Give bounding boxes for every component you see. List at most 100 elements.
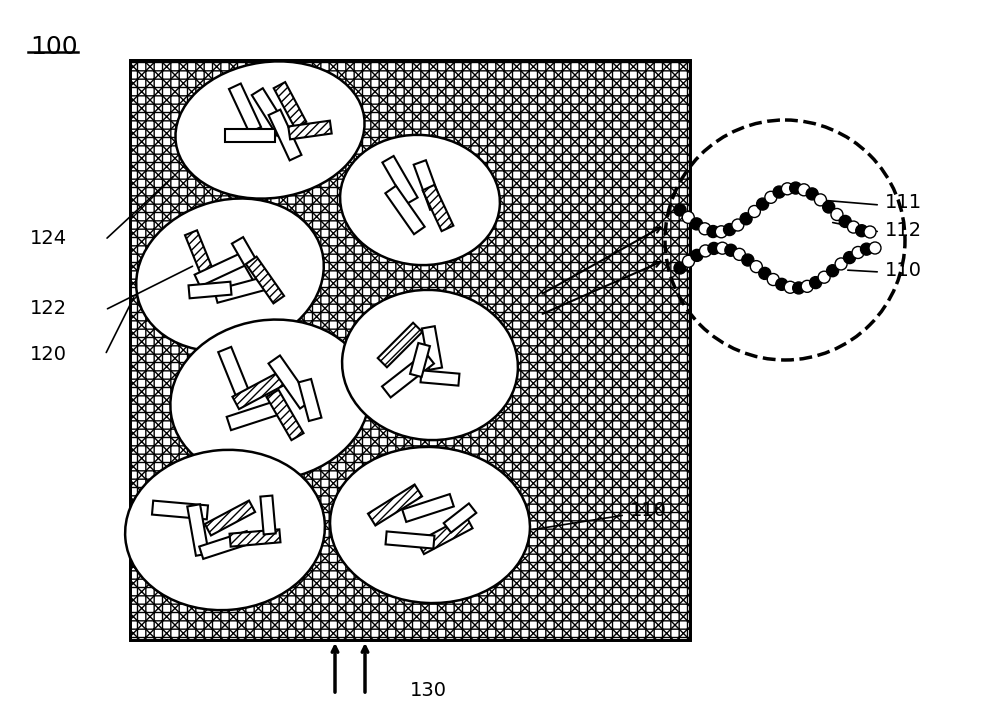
- Polygon shape: [252, 88, 288, 136]
- Polygon shape: [214, 277, 266, 303]
- Circle shape: [814, 194, 826, 206]
- Circle shape: [793, 282, 805, 294]
- Text: 110: 110: [885, 261, 922, 279]
- Polygon shape: [185, 230, 215, 279]
- Circle shape: [716, 243, 728, 254]
- Polygon shape: [187, 504, 209, 556]
- Ellipse shape: [340, 135, 500, 265]
- Circle shape: [864, 226, 876, 238]
- Circle shape: [827, 265, 839, 277]
- Bar: [130, 60, 690, 640]
- Polygon shape: [260, 495, 276, 534]
- Polygon shape: [269, 109, 301, 161]
- Circle shape: [748, 206, 760, 217]
- Polygon shape: [382, 156, 418, 204]
- Polygon shape: [199, 531, 251, 559]
- Circle shape: [733, 248, 745, 261]
- Circle shape: [750, 261, 762, 273]
- Circle shape: [801, 280, 813, 292]
- Circle shape: [707, 226, 719, 237]
- Circle shape: [784, 281, 796, 293]
- Circle shape: [691, 218, 703, 230]
- Polygon shape: [414, 160, 442, 210]
- Circle shape: [740, 213, 752, 224]
- Circle shape: [818, 272, 830, 283]
- Ellipse shape: [170, 319, 370, 481]
- Ellipse shape: [175, 62, 365, 198]
- Text: 120: 120: [30, 345, 67, 364]
- Circle shape: [674, 262, 686, 274]
- Polygon shape: [421, 371, 459, 386]
- Circle shape: [724, 224, 736, 235]
- Text: 100: 100: [30, 35, 78, 59]
- Circle shape: [732, 219, 744, 231]
- Circle shape: [773, 186, 785, 198]
- Circle shape: [725, 244, 737, 256]
- Text: 112: 112: [885, 221, 922, 240]
- Polygon shape: [417, 516, 473, 554]
- Text: 122: 122: [30, 298, 67, 318]
- Polygon shape: [288, 121, 332, 139]
- Circle shape: [757, 198, 769, 210]
- Text: 124: 124: [30, 229, 67, 248]
- Circle shape: [781, 183, 793, 195]
- Polygon shape: [385, 186, 425, 234]
- Circle shape: [682, 211, 694, 224]
- Polygon shape: [422, 327, 442, 370]
- Polygon shape: [274, 82, 306, 128]
- Polygon shape: [382, 353, 434, 397]
- Ellipse shape: [125, 450, 325, 610]
- Text: 111: 111: [885, 193, 922, 213]
- Polygon shape: [205, 500, 255, 536]
- Circle shape: [835, 258, 847, 270]
- Polygon shape: [268, 355, 312, 408]
- Circle shape: [810, 277, 822, 289]
- Circle shape: [839, 216, 851, 227]
- Circle shape: [861, 243, 873, 255]
- Polygon shape: [225, 128, 275, 141]
- Polygon shape: [266, 390, 304, 440]
- Polygon shape: [195, 253, 245, 287]
- Circle shape: [742, 254, 754, 266]
- Circle shape: [831, 209, 843, 221]
- Circle shape: [674, 204, 686, 216]
- Polygon shape: [386, 531, 434, 549]
- Polygon shape: [229, 83, 261, 132]
- Circle shape: [776, 278, 788, 290]
- Polygon shape: [444, 503, 476, 533]
- Polygon shape: [299, 379, 321, 421]
- Polygon shape: [227, 400, 283, 430]
- Circle shape: [699, 245, 711, 257]
- Polygon shape: [230, 529, 280, 547]
- Circle shape: [847, 221, 859, 233]
- Circle shape: [869, 242, 881, 254]
- Polygon shape: [246, 256, 284, 303]
- Polygon shape: [402, 494, 454, 522]
- Polygon shape: [218, 347, 252, 403]
- Polygon shape: [232, 371, 288, 409]
- Circle shape: [691, 249, 703, 261]
- Text: 110: 110: [630, 500, 667, 520]
- Ellipse shape: [136, 198, 324, 352]
- Circle shape: [790, 182, 802, 194]
- Ellipse shape: [330, 447, 530, 603]
- Polygon shape: [410, 343, 430, 377]
- Circle shape: [823, 201, 835, 213]
- Polygon shape: [423, 185, 453, 231]
- Bar: [130, 60, 690, 640]
- Polygon shape: [232, 237, 268, 287]
- Polygon shape: [378, 323, 422, 367]
- Circle shape: [852, 246, 864, 258]
- Text: 130: 130: [410, 681, 447, 699]
- Circle shape: [682, 256, 694, 267]
- Ellipse shape: [342, 290, 518, 440]
- Circle shape: [759, 267, 771, 279]
- Polygon shape: [368, 484, 422, 526]
- Circle shape: [844, 252, 856, 264]
- Circle shape: [708, 243, 720, 254]
- Circle shape: [856, 224, 868, 237]
- Polygon shape: [189, 282, 231, 298]
- Circle shape: [806, 188, 818, 200]
- Circle shape: [765, 191, 777, 203]
- Circle shape: [767, 274, 779, 285]
